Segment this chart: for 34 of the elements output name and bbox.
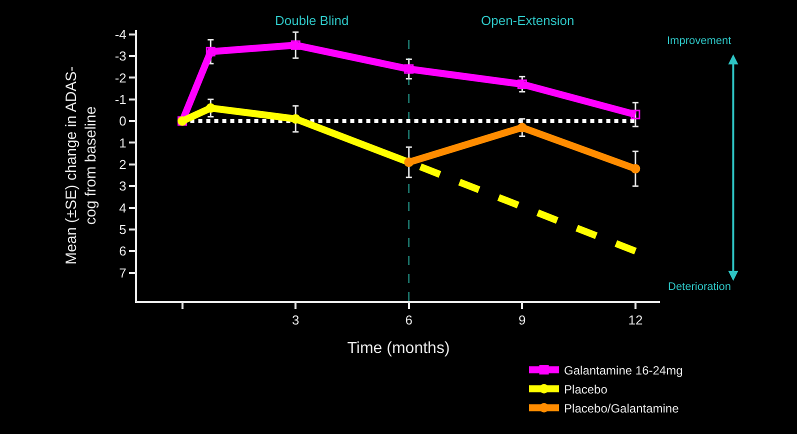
x-tick-label: 12 (628, 312, 643, 328)
point (206, 46, 216, 56)
point (630, 110, 640, 120)
y-tick-label: -4 (114, 26, 126, 42)
point (290, 40, 300, 50)
legend-label: Galantamine 16-24mg (564, 363, 683, 378)
x-axis-title: Time (months) (347, 340, 450, 357)
point (206, 103, 216, 113)
point (517, 79, 527, 89)
y-tick-label: 4 (119, 200, 126, 216)
y-tick-label: 1 (119, 135, 126, 150)
y-tick-label: -2 (114, 70, 126, 86)
y-tick-label: -3 (114, 48, 126, 64)
y-tick-label: 6 (119, 244, 126, 259)
y-tick-label: 0 (119, 114, 126, 129)
x-tick-label: 6 (405, 312, 412, 328)
y-tick-label: -1 (114, 92, 126, 107)
point (517, 122, 527, 132)
point (290, 114, 300, 124)
point (404, 64, 414, 74)
legend-label: Placebo (564, 382, 608, 396)
point (630, 164, 640, 174)
y-tick-label: 7 (119, 265, 126, 280)
y-tick-label: 5 (119, 222, 126, 238)
text: Deterioration (668, 281, 731, 293)
text: Double Blind (275, 13, 349, 28)
y-axis-title: Mean (±SE) change in ADAS- cog from baseline (63, 66, 100, 265)
text: Improvement (667, 35, 732, 47)
legend-label: Placebo/Galantamine (564, 401, 680, 416)
x-tick-label: 9 (518, 312, 526, 328)
text: Open-Extension (481, 13, 574, 28)
x-tick-label: 3 (292, 312, 300, 328)
y-tick-label: 2 (119, 156, 126, 172)
y-tick-label: 3 (119, 178, 126, 194)
